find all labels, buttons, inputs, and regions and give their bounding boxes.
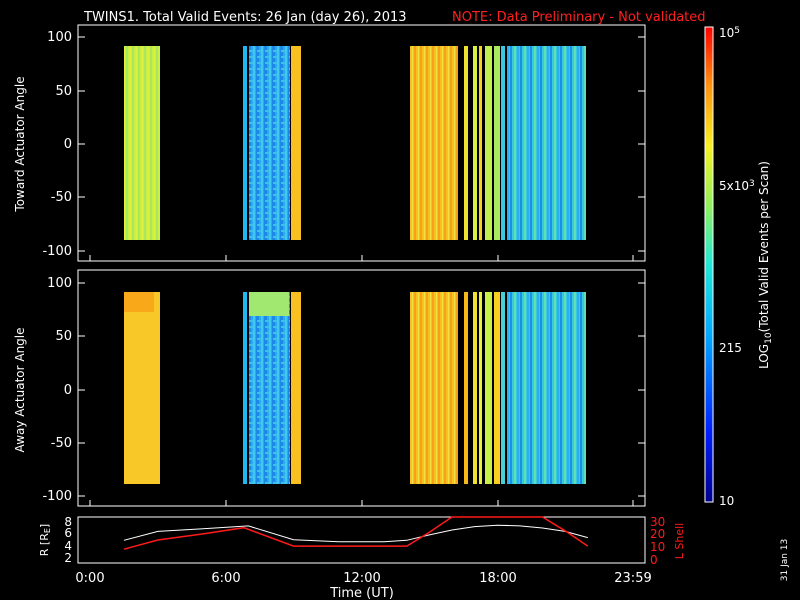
away-ytick-neg100: -100 — [42, 489, 72, 504]
toward-ylabel: Toward Actuator Angle — [13, 76, 27, 212]
toward-strip-10 — [494, 46, 500, 240]
r-tick-8: 8 — [64, 515, 72, 529]
away-ytick-100: 100 — [47, 276, 72, 291]
toward-strip-8 — [479, 46, 482, 240]
l-tick-20: 20 — [650, 527, 665, 541]
toward-strip-1 — [124, 46, 160, 240]
preliminary-note: NOTE: Data Preliminary - Not validated — [452, 10, 706, 25]
toward-strip-3 — [249, 46, 290, 240]
toward-strip-12 — [507, 46, 586, 240]
toward-ytick-0: 0 — [64, 137, 72, 152]
away-strip-11 — [501, 292, 505, 484]
away-strip-9 — [485, 292, 492, 484]
r-series-line — [123, 524, 588, 543]
toward-strip-7 — [473, 46, 477, 240]
away-panel: 100 50 0 -50 -100 Away Actuator Angle — [13, 269, 646, 507]
colorbar-label: LOG10(Total Valid Events per Scan) — [757, 161, 774, 369]
away-strip-1b — [124, 292, 154, 312]
toward-strip-6 — [464, 46, 468, 240]
orbit-left-axis: 8 6 4 2 — [64, 515, 72, 565]
away-strip-3 — [249, 292, 290, 484]
toward-ytick-100: 100 — [47, 30, 72, 45]
orbit-panel: 8 6 4 2 R [RE] 30 20 10 0 L Shell — [38, 515, 686, 567]
away-strip-8 — [479, 292, 482, 484]
r-tick-6: 6 — [64, 526, 72, 540]
toward-ytick-neg50: -50 — [51, 190, 72, 205]
xtick-0: 0:00 — [75, 571, 104, 586]
xtick-18: 18:00 — [479, 571, 516, 586]
chart-title: TWINS1. Total Valid Events: 26 Jan (day … — [83, 10, 407, 25]
orbit-right-axis: 30 20 10 0 — [650, 515, 665, 567]
away-strip-7 — [473, 292, 477, 484]
xtick-6: 6:00 — [211, 571, 240, 586]
away-ytick-50: 50 — [55, 329, 72, 344]
colorbar: 105 5x103 215 10 LOG10(Total Valid Event… — [704, 26, 774, 508]
away-strip-4 — [291, 292, 301, 484]
toward-panel: 100 50 0 -50 -100 Toward Actuator Angle — [13, 24, 646, 262]
toward-strip-5 — [410, 46, 458, 240]
r-tick-4: 4 — [64, 539, 72, 553]
away-strip-12 — [507, 292, 586, 484]
away-ylabel: Away Actuator Angle — [13, 327, 27, 452]
away-strip-5 — [410, 292, 458, 484]
cb-tick-10: 10 — [719, 494, 734, 508]
toward-y-axis: 100 50 0 -50 -100 — [42, 30, 72, 259]
r-tick-2: 2 — [64, 551, 72, 565]
toward-heatmap-strips — [124, 46, 586, 240]
orbit-panel-frame — [77, 516, 646, 564]
r-axis-label: R [RE] — [38, 524, 52, 556]
l-axis-label: L Shell — [673, 523, 686, 559]
colorbar-ticks: 105 5x103 215 10 — [719, 26, 755, 508]
toward-strip-2 — [243, 46, 247, 240]
x-axis-label: Time (UT) — [329, 586, 394, 600]
away-strip-10 — [494, 292, 500, 484]
away-strip-2 — [243, 292, 247, 484]
toward-strip-4 — [291, 46, 301, 240]
away-strip-6 — [464, 292, 468, 484]
away-strip-1 — [124, 292, 160, 484]
toward-ytick-neg100: -100 — [42, 244, 72, 259]
xtick-2359: 23:59 — [614, 571, 651, 586]
toward-ytick-50: 50 — [55, 84, 72, 99]
date-stamp: 31 Jan 13 — [780, 539, 790, 582]
cb-tick-top: 105 — [719, 26, 740, 40]
toward-tick-marks — [78, 36, 645, 261]
x-axis: 0:00 6:00 12:00 18:00 23:59 — [75, 571, 651, 586]
away-tick-marks — [78, 282, 645, 506]
colorbar-gradient — [704, 26, 714, 503]
orbit-lines — [123, 516, 589, 550]
away-y-axis: 100 50 0 -50 -100 — [42, 276, 72, 504]
away-ytick-0: 0 — [64, 383, 72, 398]
cb-tick-5e3: 5x103 — [719, 179, 755, 193]
toward-strip-9 — [485, 46, 492, 240]
toward-strip-11 — [501, 46, 505, 240]
away-ytick-neg50: -50 — [51, 436, 72, 451]
away-strip-3b — [249, 292, 289, 316]
l-tick-10: 10 — [650, 540, 665, 554]
away-heatmap-strips — [124, 292, 586, 484]
l-tick-0: 0 — [650, 553, 658, 567]
lshell-series-line — [123, 516, 589, 550]
cb-tick-215: 215 — [719, 341, 742, 355]
xtick-12: 12:00 — [343, 571, 380, 586]
l-tick-30: 30 — [650, 515, 665, 529]
